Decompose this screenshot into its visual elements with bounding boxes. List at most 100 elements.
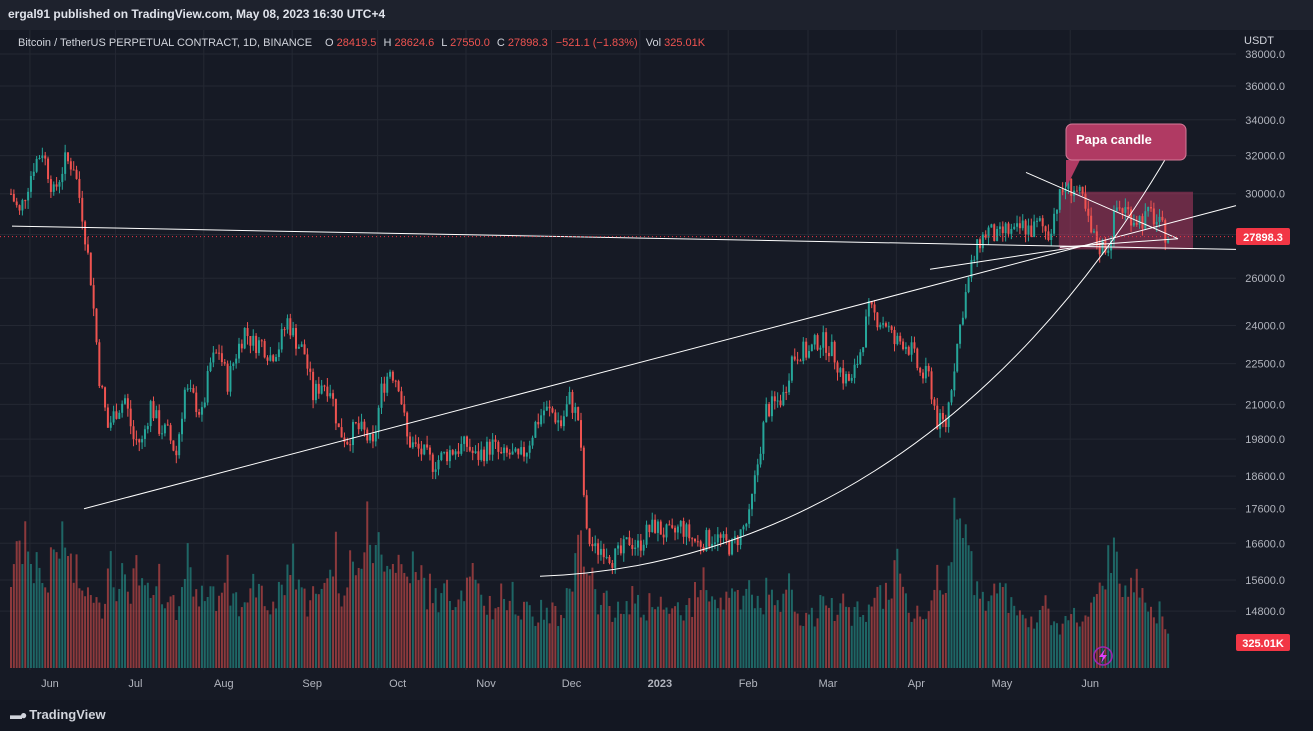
volume-bar — [862, 615, 865, 668]
volume-bar — [508, 600, 511, 668]
candle-body — [796, 359, 799, 361]
volume-bar — [896, 548, 899, 668]
volume-bar — [520, 619, 523, 668]
volume-bar — [1110, 572, 1113, 668]
x-tick-label: Aug — [214, 678, 234, 690]
candle-body — [756, 464, 759, 476]
candle-body — [466, 436, 468, 447]
candle-body — [360, 421, 363, 430]
volume-bar — [423, 577, 426, 668]
y-tick-label: 16600.0 — [1245, 538, 1285, 550]
candle-body — [699, 541, 702, 547]
volume-bar — [257, 583, 260, 668]
y-tick-label: 36000.0 — [1245, 81, 1285, 93]
volume-bar — [69, 553, 72, 668]
neckline-horizontal — [11, 225, 1237, 250]
time-axis[interactable]: Jun Jul Aug Sep Oct Nov Dec 2023 Feb Mar Apr May Jun — [41, 678, 1099, 690]
candle-body — [1110, 240, 1113, 251]
volume-bar — [961, 537, 964, 668]
volume-bar — [64, 547, 67, 668]
candle-body — [503, 447, 506, 454]
lightning-icon[interactable] — [1093, 646, 1113, 666]
volume-bar — [29, 563, 32, 668]
volume-bar — [1070, 614, 1073, 668]
candle-body — [742, 526, 745, 530]
candle-body — [762, 422, 765, 454]
candle-body — [602, 548, 605, 558]
volume-bar — [1144, 602, 1147, 668]
candle-body — [688, 524, 691, 539]
candle-body — [252, 335, 255, 346]
volume-bar — [904, 593, 907, 668]
candle-body — [218, 352, 221, 354]
candle-body — [1050, 233, 1053, 240]
volume-bar — [454, 607, 457, 668]
volume-bar — [876, 586, 879, 668]
volume-bar — [708, 601, 711, 668]
volume-bar — [169, 596, 172, 668]
volume-bar — [1061, 623, 1064, 668]
candle-body — [736, 536, 739, 546]
price-chart[interactable]: 38000.036000.034000.032000.030000.028000… — [0, 0, 1313, 700]
volume-bar — [175, 620, 178, 668]
candle-body — [200, 407, 203, 415]
candle-body — [266, 357, 269, 361]
candle-body — [562, 416, 565, 427]
candle-body — [788, 380, 791, 393]
candle-body — [349, 444, 352, 446]
candle-body — [383, 383, 386, 393]
volume-bar — [101, 618, 104, 668]
candle-body — [827, 352, 830, 357]
candle-body — [887, 326, 890, 328]
trend-lines[interactable] — [0, 138, 1237, 577]
volume-bar — [1124, 585, 1127, 668]
candle-body — [178, 434, 181, 456]
candle-body — [867, 300, 870, 317]
volume-bar — [850, 625, 853, 668]
price-axis[interactable]: 38000.036000.034000.032000.030000.028000… — [1245, 49, 1285, 618]
candle-body — [209, 362, 212, 372]
candle-body — [41, 155, 44, 159]
tradingview-logo[interactable]: ▬● TradingView — [10, 707, 106, 722]
candle-body — [856, 363, 859, 365]
candle-body — [722, 534, 725, 538]
volume-bar — [243, 602, 246, 668]
candle-body — [773, 396, 776, 402]
cup-curve — [539, 140, 1177, 577]
volume-bar — [483, 605, 486, 668]
volume-bar — [842, 593, 845, 668]
candle-body — [810, 344, 813, 352]
volume-bar — [557, 626, 560, 668]
candle-body — [235, 358, 238, 364]
volume-bar — [75, 554, 78, 668]
legend-ohlc: O 28419.5 H 28624.6 L 27550.0 C 27898.3 … — [325, 37, 706, 49]
candle-body — [72, 169, 75, 171]
candle-body — [634, 547, 637, 549]
candle-body — [716, 534, 719, 543]
y-tick-label: 22500.0 — [1245, 359, 1285, 371]
candle-body — [1147, 207, 1150, 212]
volume-bar — [517, 615, 520, 668]
candle-body — [691, 538, 694, 540]
x-tick-label: Apr — [908, 678, 925, 690]
annotation-callout[interactable]: Papa candle — [1065, 123, 1187, 188]
candle-body — [181, 418, 183, 435]
volume-bar — [446, 579, 449, 668]
candle-body — [705, 530, 708, 551]
volume-bar — [89, 595, 92, 668]
candle-body — [1030, 225, 1033, 237]
candle-body — [1016, 223, 1019, 227]
candle-body — [1161, 216, 1164, 221]
volume-bar — [1147, 611, 1150, 668]
candle-body — [711, 543, 714, 547]
volume-bar — [1150, 606, 1152, 668]
plot-area[interactable] — [0, 30, 1236, 670]
candle-body — [1121, 208, 1124, 213]
volume-bar — [72, 582, 75, 668]
candle-body — [622, 539, 625, 554]
candle-body — [822, 332, 825, 348]
legend-high-value: 28624.6 — [394, 37, 434, 49]
volume-bar — [272, 601, 275, 668]
candle-body — [876, 312, 879, 328]
volume-bar — [668, 613, 671, 668]
